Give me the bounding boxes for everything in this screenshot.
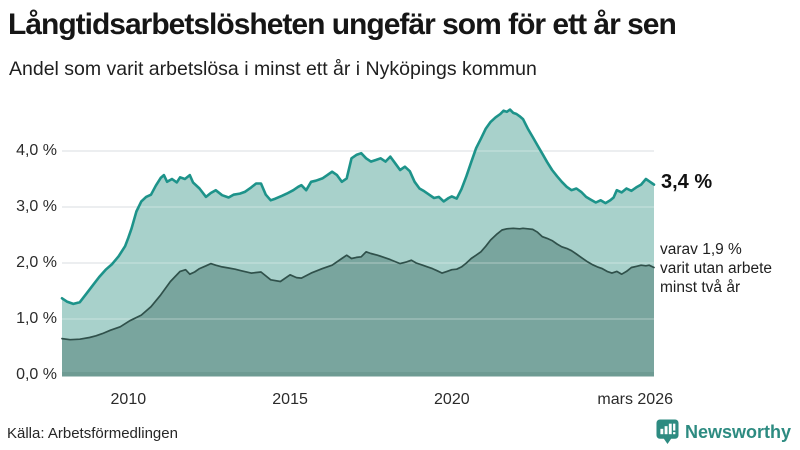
line-unemployed-one-year [60,108,656,306]
y-tick-label: 1,0 % [16,310,57,327]
x-tick-label: 2010 [110,391,147,408]
subset-label-line3: minst två år [660,279,741,296]
subset-value-label: varav 1,9 % varit utan arbete minst två … [660,240,772,297]
subset-label-line2: varit utan arbete [660,260,773,277]
y-tick-label: 2,0 % [16,254,57,271]
chart-title: Långtidsarbetslösheten ungefär som för e… [8,8,677,41]
y-tick-label: 3,0 % [16,198,57,215]
x-axis-line [62,372,654,377]
newsworthy-bar-chart-speech-bubble-icon [656,419,679,444]
chart-subtitle: Andel som varit arbetslösa i minst ett å… [9,58,537,80]
line-unemployed-two-years [61,227,655,341]
area-unemployed-two-years [62,228,654,375]
subset-label-line1: varav 1,9 % [660,241,742,258]
y-tick-label: 0,0 % [16,366,57,383]
latest-value-label: 3,4 % [661,171,713,193]
newsworthy-logo: Newsworthy [656,419,791,445]
newsworthy-wordmark: Newsworthy [684,421,791,442]
x-tick-label: 2020 [434,391,470,408]
source-attribution: Källa: Arbetsförmedlingen [7,425,178,442]
x-tick-label: mars 2026 [597,391,673,408]
y-tick-label: 4,0 % [16,142,57,159]
x-tick-label: 2015 [272,391,308,408]
